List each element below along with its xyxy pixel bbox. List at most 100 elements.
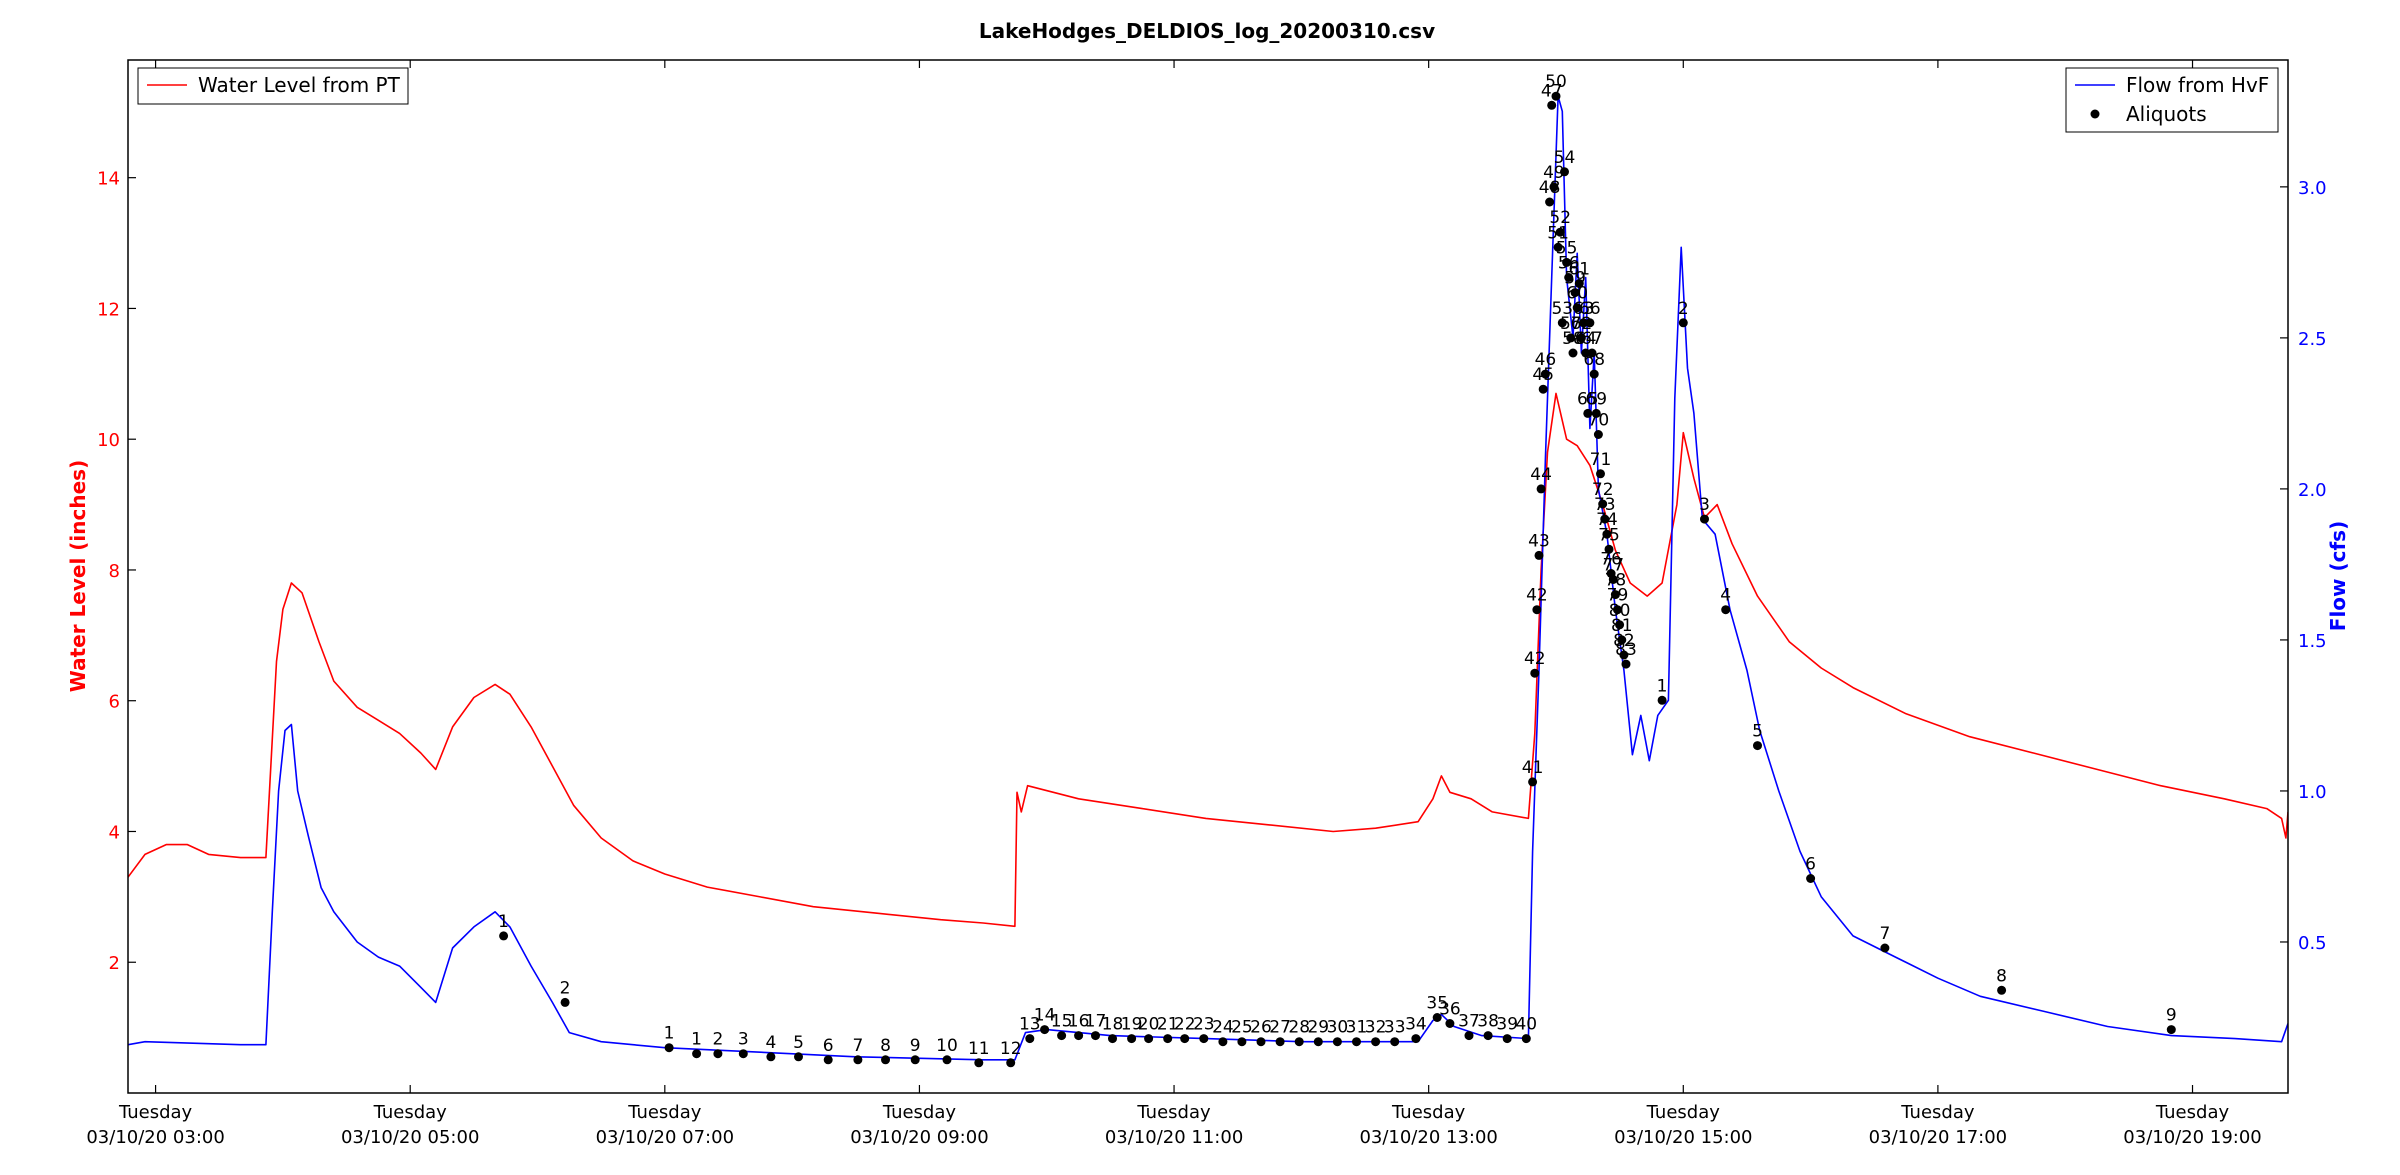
aliquot-marker [1555,227,1565,237]
aliquot-label: 29 [1307,1018,1329,1038]
aliquot-marker [910,1055,920,1065]
aliquot-marker [1700,514,1709,524]
legend-left-box [137,67,409,105]
aliquot-label: 53 [1551,299,1573,319]
aliquot-label: 66 [1579,299,1601,319]
right-y-axis: 0.5 1.0 1.5 2.0 2.5 3.0 [2280,178,2327,954]
aliquot-label: 20 [1138,1015,1160,1035]
aliquot-marker [1880,943,1890,953]
aliquot-marker [1547,100,1557,110]
aliquot-marker [1619,650,1629,660]
y-right-tick-label: 2.5 [2298,329,2327,350]
aliquot-marker [1163,1034,1173,1044]
aliquot-marker [1572,303,1582,313]
aliquot-label: 56 [1558,254,1580,274]
aliquot-label: 34 [1405,1015,1427,1035]
aliquot-marker [1371,1037,1381,1047]
aliquot-label: 75 [1598,525,1620,545]
aliquot-label: 6 [1805,855,1816,875]
aliquot-label: 10 [936,1036,958,1056]
aliquot-label: 82 [1613,631,1635,651]
aliquot-marker [1602,529,1612,539]
aliquot-label: 7 [1879,924,1890,944]
aliquot-label: 18 [1102,1015,1124,1035]
aliquot-marker [1040,1025,1050,1035]
aliquot-marker [1532,605,1542,615]
aliquot-marker [1108,1034,1117,1044]
aliquot-label: 55 [1556,238,1578,258]
aliquot-marker [1997,985,2007,995]
y-right-tick-label: 1.5 [2298,631,2327,652]
aliquot-marker [1390,1037,1400,1047]
aliquot-label: 32 [1365,1018,1387,1038]
aliquot-marker [1464,1031,1474,1041]
aliquot-label: 39 [1496,1015,1518,1035]
aliquot-marker [1621,659,1631,669]
aliquot-label: 22 [1174,1015,1196,1035]
aliquot-label: 42 [1524,649,1546,669]
aliquot-marker [974,1058,984,1068]
aliquot-label: 35 [1426,994,1448,1014]
aliquot-marker [1025,1034,1035,1044]
plot-frame [127,59,2289,1094]
aliquot-label: 79 [1607,586,1629,606]
aliquot-marker [1218,1037,1228,1047]
aliquot-label: 8 [880,1036,891,1056]
aliquot-label: 8 [1996,966,2007,986]
aliquot-label: 52 [1549,208,1571,228]
aliquot-marker [1557,318,1567,328]
aliquot-marker [853,1055,863,1065]
x-tick-label-datetime: 03/10/20 03:00 [86,1127,224,1148]
aliquot-label: 58 [1562,329,1584,349]
x-tick-label-datetime: 03/10/20 09:00 [850,1127,988,1148]
x-tick-label-day: Tuesday [882,1102,957,1123]
aliquot-marker [1585,318,1595,328]
aliquot-marker [1536,484,1546,494]
aliquot-label: 37 [1458,1012,1480,1032]
aliquot-label: 17 [1085,1012,1107,1032]
aliquot-label: 16 [1068,1012,1090,1032]
x-tick-label-datetime: 03/10/20 17:00 [1869,1127,2007,1148]
aliquot-marker [1180,1034,1190,1044]
aliquot-marker [1502,1034,1512,1044]
x-tick-label-datetime: 03/10/20 11:00 [1105,1127,1243,1148]
aliquot-marker [1657,695,1667,705]
aliquot-marker [664,1043,674,1053]
aliquot-label: 49 [1543,163,1565,183]
x-tick-label-datetime: 03/10/20 07:00 [596,1127,734,1148]
aliquot-label: 41 [1522,758,1544,778]
aliquot-marker [1074,1031,1084,1041]
aliquot-label: 11 [968,1039,990,1059]
aliquot-label: 2 [560,978,571,998]
flow-series-line [128,95,2288,1061]
aliquot-marker [1587,348,1597,358]
aliquot-marker [1411,1034,1421,1044]
aliquot-marker [560,997,570,1007]
aliquot-label: 2 [712,1030,723,1050]
aliquot-marker [1579,318,1589,328]
aliquot-marker [1600,514,1610,524]
aliquot-label: 13 [1019,1015,1041,1035]
aliquot-label: 9 [2166,1006,2177,1026]
aliquot-label: 23 [1193,1015,1215,1035]
legend-right: Flow from HvF Aliquots [2065,67,2279,133]
x-tick-label-datetime: 03/10/20 05:00 [341,1127,479,1148]
aliquot-marker [1560,167,1569,177]
aliquot-marker [794,1052,803,1062]
aliquot-label: 24 [1212,1018,1234,1038]
aliquot-label: 46 [1535,350,1557,370]
aliquot-label: 19 [1121,1015,1143,1035]
aliquot-label: 73 [1594,495,1616,515]
aliquot-marker [1678,318,1688,328]
aliquot-label: 25 [1231,1018,1253,1038]
y-left-tick-label: 14 [97,169,120,190]
aliquot-marker [1589,369,1599,379]
aliquot-marker [1237,1037,1247,1047]
x-tick-label-datetime: 03/10/20 13:00 [1359,1127,1497,1148]
aliquot-label: 28 [1288,1018,1310,1038]
aliquot-label: 15 [1051,1012,1073,1032]
aliquot-marker [1483,1031,1493,1041]
aliquot-label: 5 [793,1033,804,1053]
aliquot-marker [1604,544,1614,554]
